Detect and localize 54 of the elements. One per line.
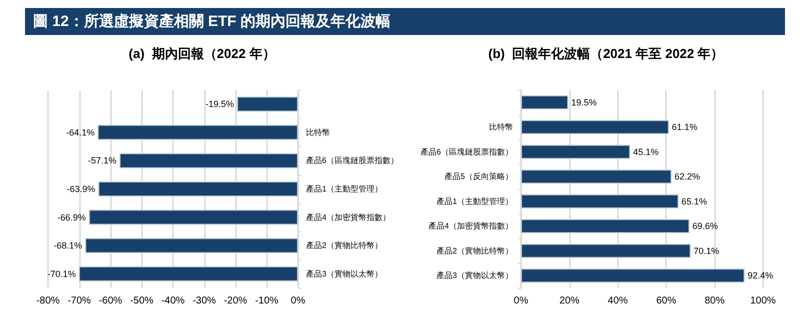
data-label: 19.5%	[571, 97, 597, 108]
data-label: 45.1%	[633, 146, 659, 157]
bar	[521, 219, 690, 234]
data-label: -63.9%	[66, 184, 96, 194]
x-tick-label: -10%	[255, 296, 279, 306]
bar	[521, 268, 745, 283]
data-label: 69.6%	[692, 221, 718, 232]
y-tick-label: 產品2（實物比特幣）	[436, 246, 513, 256]
x-tick-label: -70%	[68, 296, 92, 306]
y-tick-label: 產品4（加密貨幣指數）	[428, 222, 513, 231]
bar	[521, 144, 630, 159]
y-tick-label: 產品3（實物以太幣）	[436, 271, 513, 280]
data-label: -66.9%	[57, 212, 86, 222]
x-tick-label: 20%	[559, 296, 580, 306]
data-label: 70.1%	[694, 246, 720, 256]
text: 圖 12：所選虛擬資產相關 ETF 的期內回報及年化波幅	[25, 8, 785, 35]
x-tick-label: -50%	[130, 296, 154, 306]
bar	[521, 194, 679, 208]
x-tick-label: 40%	[608, 296, 628, 306]
y-tick-label: 產品6（區塊鏈股票指數）	[306, 156, 398, 166]
data-label: -68.1%	[54, 240, 82, 251]
x-tick-label: -80%	[36, 296, 60, 306]
data-label: -70.1%	[47, 268, 76, 279]
data-label: 61.1%	[672, 122, 698, 132]
y-tick-label: 產品5（反向策略）	[444, 172, 513, 182]
x-tick-label: 0%	[514, 296, 528, 306]
bar	[521, 95, 568, 110]
bar	[521, 120, 669, 134]
x-tick-label: 100%	[750, 296, 776, 306]
x-tick-label: 0%	[290, 296, 306, 306]
data-label: -19.5%	[206, 99, 234, 110]
bar	[521, 244, 691, 258]
y-tick-label: 比特幣	[306, 128, 330, 137]
data-label: -57.1%	[88, 156, 117, 166]
y-tick-label: 產品2（實物比特幣）	[306, 241, 382, 250]
x-tick-label: -40%	[161, 296, 185, 306]
y-tick-label: 產品3（實物以太幣）	[306, 269, 382, 278]
chart-title: (b) 回報年化波幅（2021 年至 2022 年）	[488, 46, 724, 61]
data-label: -64.1%	[66, 127, 95, 138]
data-label: 92.4%	[748, 270, 774, 281]
y-tick-label: 產品4（加密貨幣指數）	[306, 212, 390, 222]
data-label: 62.2%	[674, 172, 700, 182]
y-tick-label: 產品6（區塊鏈股票指數）	[420, 147, 513, 156]
x-tick-label: -20%	[224, 296, 248, 306]
chart-title: (a) 期內回報（2022 年）	[128, 46, 276, 61]
data-label: 65.1%	[682, 196, 708, 206]
y-tick-label: 產品1（主動型管理）	[306, 184, 382, 194]
x-tick-label: 80%	[704, 296, 725, 306]
x-tick-label: 60%	[656, 296, 676, 306]
x-tick-label: -30%	[192, 296, 216, 306]
y-tick-label: 產品1（主動型管理）	[436, 196, 513, 206]
x-tick-label: -60%	[98, 296, 122, 306]
bar	[521, 170, 672, 184]
y-tick-label: 比特幣	[489, 122, 513, 132]
